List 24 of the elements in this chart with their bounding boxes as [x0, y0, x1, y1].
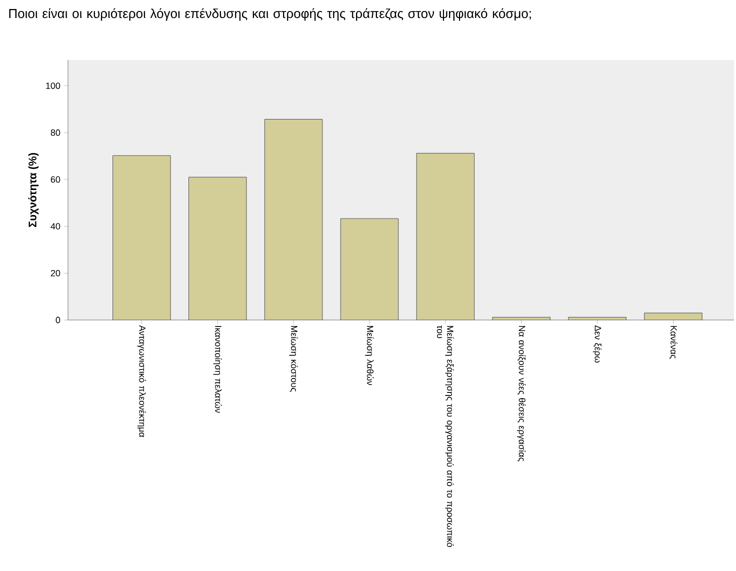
x-tick-label: Κανένας [669, 326, 678, 359]
y-tick-label: 80 [50, 129, 60, 136]
chart-title: Ποιοι είναι οι κυριότεροι λόγοι επένδυσης και στροφής της τράπεζας στον ψηφιακό κόσμο; [9, 8, 531, 21]
bar [188, 176, 247, 320]
y-axis-title: Συχνότητα (%) [28, 153, 39, 228]
bar [112, 155, 171, 320]
y-tick-label: 100 [46, 82, 60, 89]
x-tick-label: Μείωση λαθών [365, 326, 374, 386]
x-tick-label: Μείωση εξάρτησης του οργανισμού από το προσωπικό του [436, 325, 454, 547]
bar [416, 153, 474, 320]
x-tick-label: Να ανοίξουν νέες θέσεις εργασίας [517, 326, 526, 462]
bar [568, 316, 626, 320]
y-tick-label: 0 [56, 316, 60, 324]
y-tick-label: 20 [50, 270, 60, 276]
y-tick-label: 60 [50, 176, 60, 183]
x-tick-label: Ανταγωνιστικό πλεονέκτημα [137, 325, 146, 438]
bar [644, 312, 702, 320]
x-tick-label: Μείωση κόστους [289, 326, 298, 392]
bar [264, 119, 323, 320]
x-tick-label: Δεν ξέρω [592, 325, 602, 363]
bar [340, 218, 399, 320]
x-tick-label: Ικανοποίηση πελατών [213, 326, 222, 413]
y-tick-label: 40 [50, 223, 60, 230]
bar [492, 316, 550, 320]
